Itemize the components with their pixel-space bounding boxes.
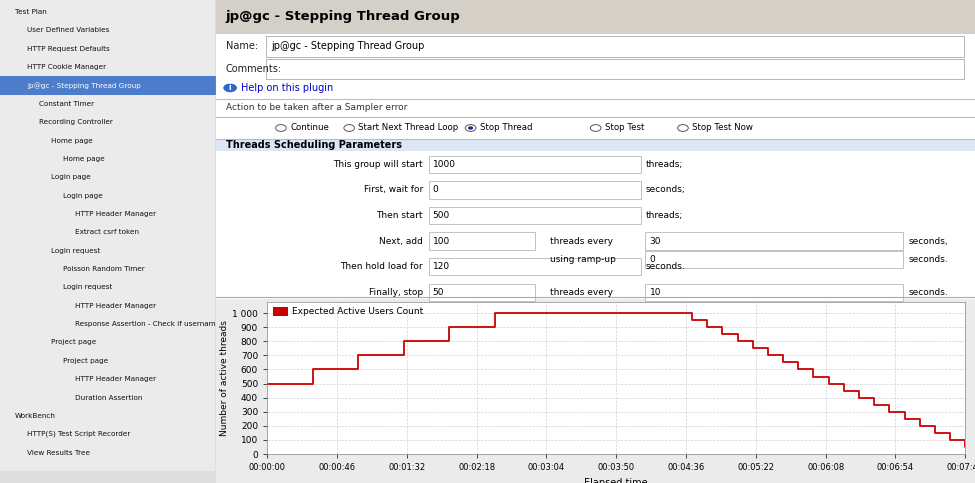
Text: HTTP Request Defaults: HTTP Request Defaults — [27, 46, 110, 52]
Circle shape — [276, 125, 287, 131]
Text: Home page: Home page — [51, 138, 93, 143]
Text: Comments:: Comments: — [225, 64, 282, 73]
Text: HTTP(S) Test Script Recorder: HTTP(S) Test Script Recorder — [27, 431, 131, 438]
Text: Start Next Thread Loop: Start Next Thread Loop — [358, 124, 458, 132]
Text: Project page: Project page — [51, 340, 97, 345]
Circle shape — [468, 126, 473, 129]
Text: Help on this plugin: Help on this plugin — [241, 83, 333, 93]
Y-axis label: Number of active threads: Number of active threads — [220, 320, 229, 436]
FancyBboxPatch shape — [429, 258, 642, 275]
Text: seconds,: seconds, — [909, 237, 948, 245]
Text: HTTP Header Manager: HTTP Header Manager — [75, 376, 156, 382]
Text: Continue: Continue — [290, 124, 329, 132]
Text: 1000: 1000 — [433, 160, 455, 169]
FancyBboxPatch shape — [645, 251, 903, 268]
Text: seconds.: seconds. — [645, 262, 685, 271]
Text: 30: 30 — [649, 237, 661, 245]
Text: Action to be taken after a Sampler error: Action to be taken after a Sampler error — [225, 103, 407, 112]
Text: View Results Tree: View Results Tree — [27, 450, 90, 455]
Text: Next, add: Next, add — [379, 237, 423, 245]
Text: i: i — [229, 84, 231, 92]
Text: Extract csrf token: Extract csrf token — [75, 229, 138, 235]
Text: threads;: threads; — [645, 211, 683, 220]
Text: Home page: Home page — [62, 156, 104, 162]
Text: Expected Active Users Count: Expected Active Users Count — [292, 307, 423, 316]
Text: 120: 120 — [433, 262, 449, 271]
Text: jp@gc - Stepping Thread Group: jp@gc - Stepping Thread Group — [271, 41, 424, 51]
Text: jp@gc - Stepping Thread Group: jp@gc - Stepping Thread Group — [225, 11, 460, 23]
Text: Finally, stop: Finally, stop — [369, 288, 423, 297]
Text: using ramp-up: using ramp-up — [550, 255, 616, 264]
Text: Project page: Project page — [62, 358, 108, 364]
FancyBboxPatch shape — [429, 284, 535, 301]
Bar — [216, 34, 975, 299]
Bar — [0, 471, 216, 483]
Text: Threads Scheduling Parameters: Threads Scheduling Parameters — [225, 140, 402, 150]
Text: Then hold load for: Then hold load for — [340, 262, 423, 271]
Text: This group will start: This group will start — [333, 160, 423, 169]
Circle shape — [465, 125, 476, 131]
Text: Stop Thread: Stop Thread — [480, 124, 532, 132]
FancyBboxPatch shape — [429, 207, 642, 224]
Text: Constant Timer: Constant Timer — [39, 101, 94, 107]
Text: Stop Test Now: Stop Test Now — [692, 124, 753, 132]
Text: Recording Controller: Recording Controller — [39, 119, 113, 125]
Text: Name:: Name: — [225, 41, 257, 51]
Text: HTTP Cookie Manager: HTTP Cookie Manager — [27, 64, 106, 70]
FancyBboxPatch shape — [266, 36, 963, 57]
Text: Test Plan: Test Plan — [16, 9, 47, 15]
FancyBboxPatch shape — [266, 59, 963, 79]
Bar — [273, 307, 288, 315]
Text: First, wait for: First, wait for — [364, 185, 423, 194]
Text: Duration Assertion: Duration Assertion — [75, 395, 142, 400]
Text: 0: 0 — [433, 185, 439, 194]
Circle shape — [591, 125, 601, 131]
Text: seconds.: seconds. — [909, 288, 948, 297]
Bar — [216, 139, 975, 151]
Text: threads every: threads every — [550, 288, 613, 297]
FancyBboxPatch shape — [429, 181, 642, 199]
Text: 10: 10 — [649, 288, 661, 297]
FancyBboxPatch shape — [429, 156, 642, 173]
Circle shape — [344, 125, 355, 131]
Text: Stop Test: Stop Test — [604, 124, 644, 132]
Text: seconds.: seconds. — [909, 255, 948, 264]
Text: threads;: threads; — [645, 160, 683, 169]
Text: WorkBench: WorkBench — [16, 413, 56, 419]
X-axis label: Elapsed time: Elapsed time — [584, 478, 648, 483]
Text: Poisson Random Timer: Poisson Random Timer — [62, 266, 144, 272]
FancyBboxPatch shape — [645, 284, 903, 301]
FancyBboxPatch shape — [429, 232, 535, 250]
Text: 50: 50 — [433, 288, 445, 297]
Text: 100: 100 — [433, 237, 449, 245]
Text: Response Assertion - Check if username appears: Response Assertion - Check if username a… — [75, 321, 252, 327]
Text: Login request: Login request — [51, 248, 100, 254]
Bar — [216, 0, 975, 34]
FancyBboxPatch shape — [645, 232, 903, 250]
Text: Login page: Login page — [62, 193, 102, 199]
Text: Login request: Login request — [62, 284, 112, 290]
Text: Login page: Login page — [51, 174, 91, 180]
Text: HTTP Header Manager: HTTP Header Manager — [75, 303, 156, 309]
Circle shape — [223, 84, 237, 92]
Text: Then start: Then start — [376, 211, 423, 220]
Bar — [0, 76, 216, 95]
Circle shape — [678, 125, 688, 131]
Text: HTTP Header Manager: HTTP Header Manager — [75, 211, 156, 217]
Text: User Defined Variables: User Defined Variables — [27, 28, 109, 33]
Text: 500: 500 — [433, 211, 449, 220]
Text: seconds;: seconds; — [645, 185, 685, 194]
Text: jp@gc - Stepping Thread Group: jp@gc - Stepping Thread Group — [27, 82, 141, 89]
Text: 0: 0 — [649, 255, 655, 264]
Text: threads every: threads every — [550, 237, 613, 245]
